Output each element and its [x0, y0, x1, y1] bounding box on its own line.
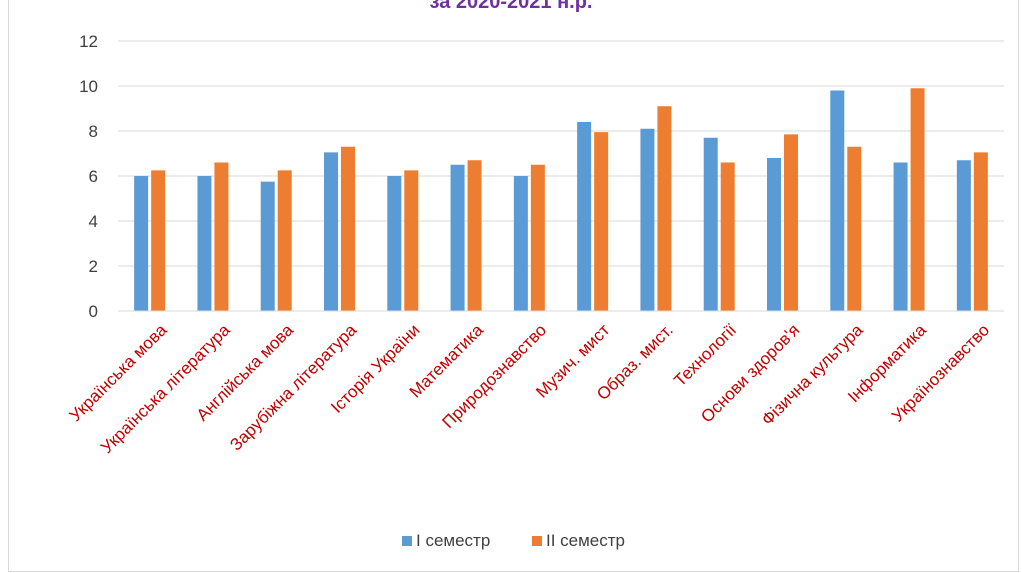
legend-swatch	[402, 536, 412, 546]
bar-semester-2	[973, 152, 988, 311]
x-tick-label: Українська література	[97, 320, 234, 457]
legend: I семестр II семестр	[402, 531, 625, 550]
y-tick-label: 2	[89, 257, 98, 276]
bar-semester-1	[260, 181, 275, 311]
bar-semester-1	[640, 128, 655, 311]
bar-semester-2	[277, 170, 292, 311]
chart-title: за 2020-2021 н.р.	[430, 0, 593, 13]
bar-semester-1	[513, 176, 528, 311]
y-tick-label: 8	[89, 122, 98, 141]
legend-label: I семестр	[416, 531, 490, 550]
y-tick-label: 10	[79, 77, 98, 96]
bar-semester-1	[767, 158, 781, 311]
bar-semester-2	[530, 164, 545, 311]
y-tick-label: 6	[89, 167, 98, 186]
legend-label: II семестр	[546, 531, 625, 550]
legend-swatch	[532, 536, 542, 546]
bar-semester-1	[830, 90, 845, 311]
bar-semester-1	[450, 164, 465, 311]
bar-semester-1	[324, 152, 338, 311]
bar-semester-1	[703, 137, 718, 311]
y-tick-label: 0	[89, 302, 98, 321]
bar-semester-2	[847, 146, 862, 311]
bar-semester-1	[134, 176, 149, 311]
y-tick-label: 4	[89, 212, 98, 231]
x-tick-label: Природознавство	[438, 320, 550, 432]
bar-semester-1	[197, 176, 212, 311]
bar-semester-1	[956, 160, 971, 311]
bar-semester-1	[387, 176, 402, 311]
bar-semester-2	[467, 160, 482, 311]
bar-semester-2	[151, 170, 166, 311]
bar-semester-1	[577, 122, 592, 311]
bars	[134, 88, 988, 311]
bar-semester-2	[910, 88, 925, 311]
gridlines	[118, 40, 1004, 312]
bar-semester-2	[594, 132, 609, 311]
bar-semester-2	[341, 146, 355, 311]
bar-semester-2	[657, 106, 672, 311]
bar-semester-2	[720, 162, 735, 311]
bar-semester-1	[893, 162, 908, 311]
y-axis: 0 2 4 6 8 10 12	[79, 32, 98, 321]
y-tick-label: 12	[79, 32, 98, 51]
bar-semester-2	[784, 134, 798, 311]
x-tick-label: Зарубіжна література	[226, 320, 360, 454]
bar-semester-2	[404, 170, 419, 311]
bar-semester-2	[214, 162, 229, 311]
